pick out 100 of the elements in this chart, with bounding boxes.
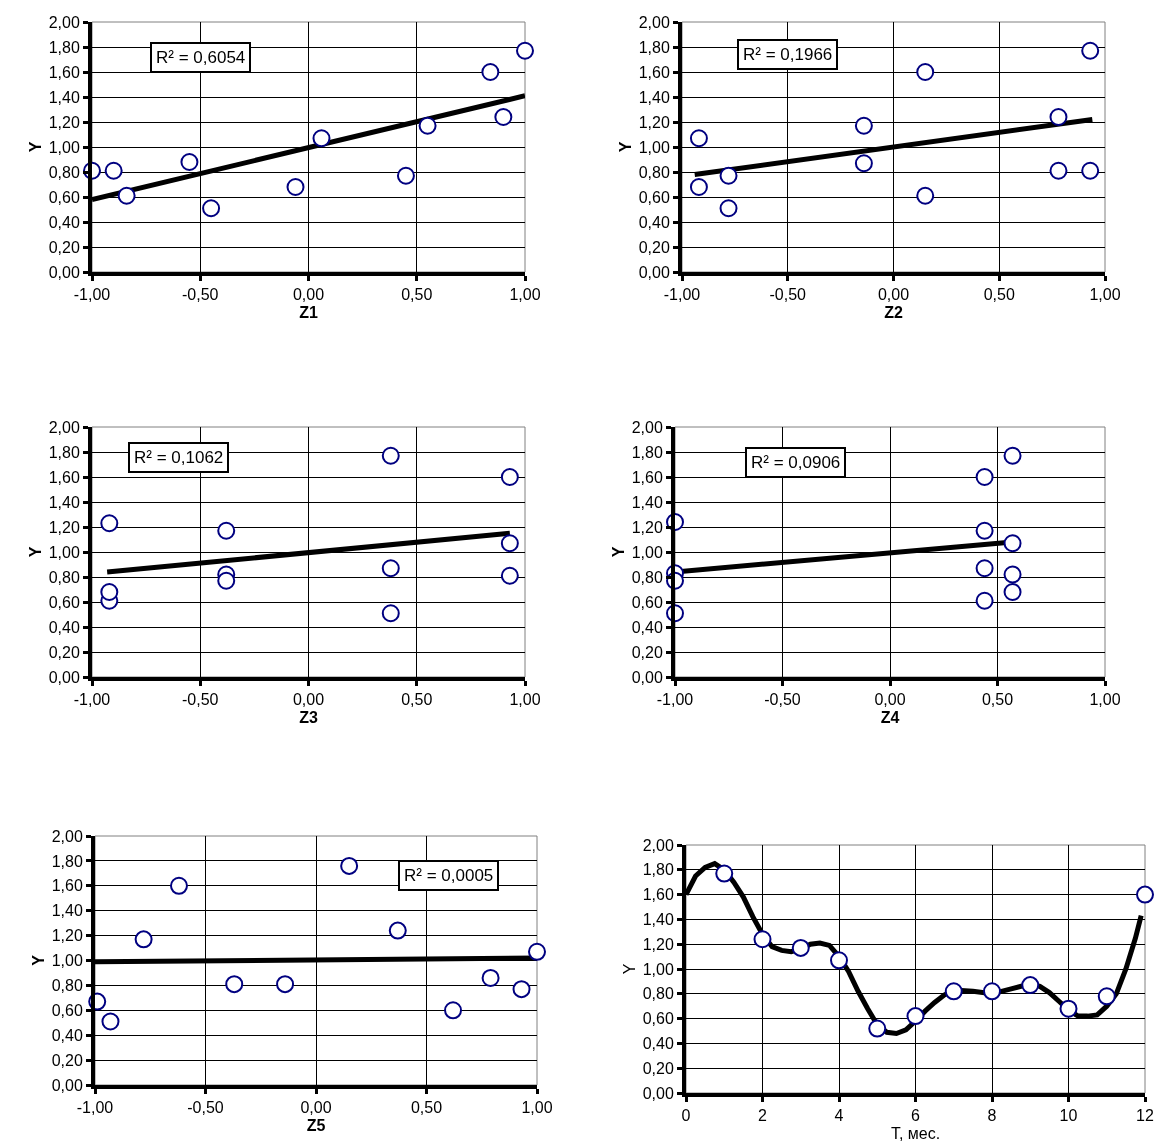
y-tick-label: 1,40 <box>642 911 674 928</box>
y-tick-label: 0,00 <box>51 1076 83 1094</box>
y-tick-label: 1,80 <box>48 38 80 56</box>
y-tick-label: 0,40 <box>48 213 80 231</box>
point <box>906 1007 925 1026</box>
point <box>528 942 546 961</box>
y-tick-label: 1,00 <box>642 960 674 978</box>
point <box>854 116 873 135</box>
point <box>689 129 708 148</box>
point <box>418 116 437 135</box>
y-tick-label: 1,20 <box>51 927 83 945</box>
point <box>854 154 873 173</box>
y-tick-label: 2,00 <box>51 827 83 845</box>
y-tick-label: 0,40 <box>51 1026 83 1044</box>
point <box>104 161 123 180</box>
y-tick-label: 0,80 <box>638 163 670 181</box>
point <box>217 571 236 590</box>
point <box>1081 161 1100 180</box>
y-tick-label: 1,80 <box>642 861 674 879</box>
y-tick-label: 1,00 <box>638 138 670 156</box>
y-tick-label: 0,60 <box>642 1010 674 1028</box>
annotation: R² = 0,0005 <box>404 866 494 885</box>
point <box>1003 446 1022 465</box>
y-tick-label: 0,20 <box>642 1059 674 1077</box>
point <box>516 41 534 60</box>
x-axis-title: Z2 <box>884 304 903 322</box>
point <box>975 521 994 540</box>
point <box>101 1012 120 1031</box>
point <box>916 186 935 205</box>
x-tick-label: 0 <box>681 1107 691 1125</box>
y-axis-title: Y <box>27 546 45 558</box>
y-tick-label: 1,40 <box>631 493 663 511</box>
point <box>1049 108 1068 126</box>
x-tick-label: -1,00 <box>663 286 701 304</box>
x-tick-label: 0,00 <box>877 286 910 304</box>
x-tick-label: -1,00 <box>656 691 694 709</box>
y-axis-title: Y <box>621 963 639 975</box>
y-tick-label: 0,00 <box>638 263 670 281</box>
point <box>444 1001 463 1020</box>
y-tick-label: 0,40 <box>638 213 670 231</box>
point <box>1003 534 1022 553</box>
point <box>983 982 1001 1001</box>
y-tick-label: 0,40 <box>48 618 80 636</box>
point <box>1003 583 1022 601</box>
point <box>1021 976 1040 995</box>
x-tick-label: 8 <box>987 1107 997 1125</box>
x-tick-label: 0,50 <box>410 1099 443 1117</box>
y-tick-label: 1,00 <box>48 543 80 561</box>
x-tick-label: -1,00 <box>76 1099 114 1117</box>
annotation: R² = 0,1966 <box>743 45 833 64</box>
y-tick-label: 1,20 <box>642 935 674 953</box>
point <box>944 982 963 1001</box>
y-tick-label: 1,40 <box>48 493 80 511</box>
x-tick-label: 1,00 <box>1089 691 1121 709</box>
y-tick-label: 2,00 <box>48 418 80 436</box>
x-tick-label: -1,00 <box>73 286 111 304</box>
point <box>1136 885 1154 904</box>
point <box>753 930 772 949</box>
point <box>1003 565 1022 584</box>
y-tick-label: 0,60 <box>48 593 80 611</box>
point <box>276 975 295 994</box>
y-tick-label: 0,00 <box>48 668 80 686</box>
point <box>975 559 994 578</box>
point <box>217 521 236 540</box>
x-tick-label: 0,00 <box>300 1099 332 1117</box>
x-axis-title: Z4 <box>880 709 900 727</box>
y-tick-label: 0,40 <box>631 618 663 636</box>
y-tick-label: 0,60 <box>48 188 80 206</box>
point <box>202 199 221 218</box>
y-tick-label: 1,20 <box>631 518 663 536</box>
point <box>500 468 519 486</box>
annotation: R² = 0,1062 <box>134 448 224 467</box>
x-tick-label: 1,00 <box>509 691 541 709</box>
x-tick-label: 4 <box>834 1107 844 1125</box>
point <box>719 199 738 218</box>
y-tick-label: 1,20 <box>48 518 80 536</box>
point <box>396 166 415 185</box>
y-tick-label: 1,40 <box>48 88 80 106</box>
point <box>117 186 136 205</box>
y-tick-label: 1,00 <box>51 952 83 970</box>
point <box>512 980 531 999</box>
y-axis-title: Y <box>30 954 48 966</box>
y-tick-label: 1,60 <box>51 877 83 895</box>
x-tick-label: 0,00 <box>292 286 325 304</box>
point <box>975 591 994 610</box>
x-tick-label: -0,50 <box>769 286 807 304</box>
point <box>169 876 188 895</box>
y-tick-label: 1,60 <box>48 63 80 81</box>
point <box>100 514 119 533</box>
x-tick-label: 10 <box>1059 1107 1078 1125</box>
point <box>381 604 400 623</box>
point <box>481 968 500 987</box>
x-tick-label: -0,50 <box>187 1099 224 1117</box>
point <box>134 930 153 949</box>
x-tick-label: -1,00 <box>73 691 111 709</box>
y-tick-label: 1,20 <box>638 113 670 131</box>
x-tick-label: 0,50 <box>981 691 1014 709</box>
point <box>381 559 400 578</box>
x-tick-label: 0,00 <box>292 691 325 709</box>
x-tick-label: -0,50 <box>764 691 801 709</box>
